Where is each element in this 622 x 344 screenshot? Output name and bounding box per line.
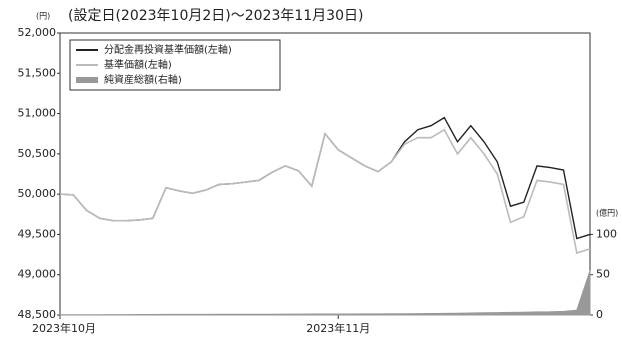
y-tick-label: 52,000 — [18, 26, 57, 39]
legend-label: 基準価額(左軸) — [104, 58, 172, 71]
y-tick-label: 51,500 — [18, 66, 57, 79]
y-tick-label: 49,500 — [18, 227, 57, 240]
line — [59, 128, 591, 255]
legend-label: 純資産総額(右軸) — [104, 73, 182, 86]
x-tick-label: 2023年11月 — [306, 321, 370, 335]
y-tick-label: 48,500 — [18, 308, 57, 321]
legend-box — [69, 39, 281, 91]
y2-tick-label: 0 — [596, 308, 603, 321]
y2-tick-label: 100 — [596, 227, 617, 240]
chart-title: (設定日(2023年10月2日)～2023年11月30日) — [68, 8, 363, 24]
y-tick-label: 49,000 — [18, 268, 57, 281]
y2-unit: (億円) — [596, 208, 618, 218]
y-tick-label: 51,000 — [18, 107, 57, 120]
legend-swatch — [76, 77, 98, 83]
y-unit: (円) — [36, 12, 50, 21]
y-tick-label: 50,500 — [18, 147, 57, 160]
legend-label: 分配金再投資基準価額(左軸) — [104, 43, 232, 56]
y-tick-label: 50,000 — [18, 187, 57, 200]
x-tick-label: 2023年10月 — [32, 321, 96, 335]
y2-tick-label: 50 — [596, 268, 610, 281]
area — [59, 270, 591, 316]
